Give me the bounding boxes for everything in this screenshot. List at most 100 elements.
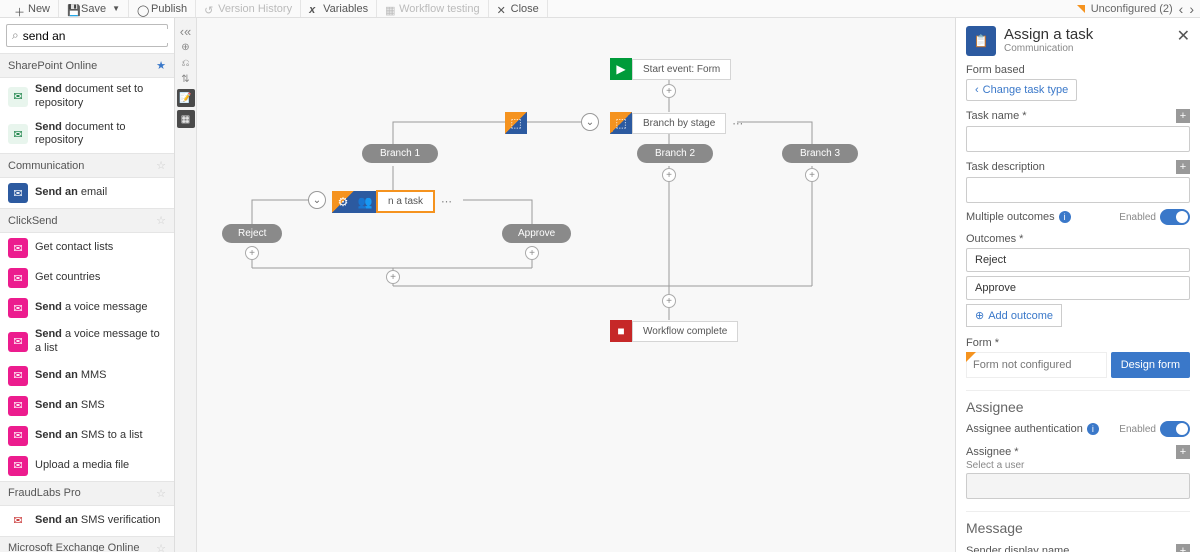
action-item[interactable]: ✉Send document to repository: [0, 116, 174, 154]
action-item[interactable]: ✉Get countries: [0, 263, 174, 293]
category-header[interactable]: Communication☆: [0, 153, 174, 178]
insert-variable-icon[interactable]: +: [1176, 109, 1190, 123]
action-item[interactable]: ✉Send document set to repository: [0, 78, 174, 116]
task-icon: ⚙: [332, 191, 354, 213]
end-node[interactable]: Workflow complete: [610, 320, 738, 342]
branch-3-pill[interactable]: Branch 3: [782, 144, 858, 163]
chevron-left-icon: [975, 84, 979, 96]
action-item[interactable]: ✉Send a voice message: [0, 293, 174, 323]
prev-icon[interactable]: [1179, 1, 1184, 17]
action-label: Send an SMS to a list: [35, 429, 143, 443]
action-item[interactable]: ✉Send a voice message to a list: [0, 323, 174, 361]
assignee-input[interactable]: [966, 473, 1190, 499]
add-outcome-button[interactable]: ⊕Add outcome: [966, 304, 1062, 327]
info-icon[interactable]: i: [1087, 423, 1099, 435]
minimap-tool-icon[interactable]: ▦: [177, 110, 195, 128]
assignee-auth-toggle[interactable]: [1160, 421, 1190, 437]
next-icon[interactable]: [1189, 1, 1194, 17]
start-node[interactable]: Start event: Form: [610, 58, 731, 80]
chevron-down-icon: ▼: [112, 4, 120, 13]
change-task-type-button[interactable]: Change task type: [966, 79, 1077, 101]
zoom-tool-icon[interactable]: ⊕: [177, 40, 195, 54]
insert-variable-icon[interactable]: +: [1176, 445, 1190, 459]
design-form-button[interactable]: Design form: [1111, 352, 1190, 378]
close-button[interactable]: Close: [489, 0, 548, 17]
favorite-icon[interactable]: ☆: [156, 487, 166, 500]
workflow-canvas[interactable]: Start event: Form + ⌄ ⬚ Branch by stage …: [197, 18, 955, 552]
plus-icon: ＋: [14, 4, 24, 14]
testing-icon: ▦: [385, 4, 395, 14]
gateway-icon[interactable]: ⌄: [581, 113, 599, 131]
people-icon: 👥: [354, 191, 376, 213]
outcome-item[interactable]: Approve: [966, 276, 1190, 300]
branch-by-stage-icon-node[interactable]: ⬚: [505, 112, 527, 134]
properties-panel: 📋 Assign a task Communication Form based…: [955, 18, 1200, 552]
action-item[interactable]: ✉Send an SMS verification: [0, 506, 174, 536]
variables-button[interactable]: xVariables: [301, 0, 377, 17]
actions-panel: SharePoint Online★✉Send document set to …: [0, 18, 175, 552]
insert-node-icon[interactable]: +: [662, 294, 676, 308]
favorite-icon[interactable]: ★: [156, 59, 166, 72]
notes-tool-icon[interactable]: 📝: [177, 89, 195, 107]
save-button[interactable]: 💾Save▼: [59, 0, 129, 17]
insert-node-icon[interactable]: +: [662, 168, 676, 182]
task-desc-input[interactable]: [966, 177, 1190, 203]
assign-task-label: n a task: [376, 190, 435, 213]
insert-node-icon[interactable]: +: [525, 246, 539, 260]
auto-layout-icon[interactable]: ⇅: [177, 72, 195, 86]
new-button[interactable]: ＋New: [6, 0, 59, 17]
outcome-reject-pill[interactable]: Reject: [222, 224, 282, 243]
assign-task-node[interactable]: ⚙ 👥 n a task ⋯: [332, 190, 459, 213]
node-menu-icon[interactable]: ⋯: [435, 195, 459, 208]
branch-1-pill[interactable]: Branch 1: [362, 144, 438, 163]
enabled-label: Enabled: [1119, 212, 1156, 223]
warning-icon: [1077, 5, 1085, 13]
action-item[interactable]: ✉Send an MMS: [0, 361, 174, 391]
publish-label: Publish: [151, 3, 187, 15]
close-label: Close: [511, 3, 539, 15]
task-name-input[interactable]: [966, 126, 1190, 152]
info-icon[interactable]: i: [1059, 211, 1071, 223]
play-icon: [610, 58, 632, 80]
favorite-icon[interactable]: ☆: [156, 542, 166, 552]
undo-icon[interactable]: ⎌: [177, 56, 195, 70]
insert-node-icon[interactable]: +: [805, 168, 819, 182]
start-label: Start event: Form: [632, 59, 731, 80]
action-label: Send an SMS verification: [35, 514, 160, 528]
action-item[interactable]: ✉Send an email: [0, 178, 174, 208]
favorite-icon[interactable]: ☆: [156, 159, 166, 172]
category-header[interactable]: Microsoft Exchange Online☆: [0, 536, 174, 552]
action-item[interactable]: ✉Upload a media file: [0, 451, 174, 481]
action-item[interactable]: ✉Get contact lists: [0, 233, 174, 263]
favorite-icon[interactable]: ☆: [156, 214, 166, 227]
connector-lines: [197, 18, 955, 552]
category-header[interactable]: ClickSend☆: [0, 208, 174, 233]
testing-label: Workflow testing: [399, 3, 480, 15]
insert-variable-icon[interactable]: +: [1176, 160, 1190, 174]
outcome-item[interactable]: Reject: [966, 248, 1190, 272]
search-box[interactable]: [6, 24, 168, 47]
action-item[interactable]: ✉Send an SMS: [0, 391, 174, 421]
insert-node-icon[interactable]: +: [386, 270, 400, 284]
branch-2-pill[interactable]: Branch 2: [637, 144, 713, 163]
node-menu-icon[interactable]: ⋯: [726, 117, 750, 130]
branch-by-stage-node[interactable]: ⬚ Branch by stage ⋯: [610, 112, 750, 134]
version-history-button[interactable]: ↺Version History: [196, 0, 301, 17]
outcome-approve-pill[interactable]: Approve: [502, 224, 571, 243]
insert-node-icon[interactable]: +: [662, 84, 676, 98]
action-icon: ✉: [8, 366, 28, 386]
task-name-label: Task name *: [966, 110, 1027, 122]
category-header[interactable]: FraudLabs Pro☆: [0, 481, 174, 506]
unconfigured-label[interactable]: Unconfigured (2): [1091, 3, 1173, 15]
gateway-icon[interactable]: ⌄: [308, 191, 326, 209]
close-panel-icon[interactable]: [1177, 26, 1190, 46]
insert-variable-icon[interactable]: +: [1176, 544, 1190, 552]
collapse-panel-icon[interactable]: «: [177, 24, 195, 38]
workflow-testing-button[interactable]: ▦ Workflow testing: [377, 0, 489, 17]
category-header[interactable]: SharePoint Online★: [0, 53, 174, 78]
search-input[interactable]: [23, 29, 175, 43]
insert-node-icon[interactable]: +: [245, 246, 259, 260]
multiple-outcomes-toggle[interactable]: [1160, 209, 1190, 225]
action-item[interactable]: ✉Send an SMS to a list: [0, 421, 174, 451]
publish-button[interactable]: ◯Publish: [129, 0, 196, 17]
